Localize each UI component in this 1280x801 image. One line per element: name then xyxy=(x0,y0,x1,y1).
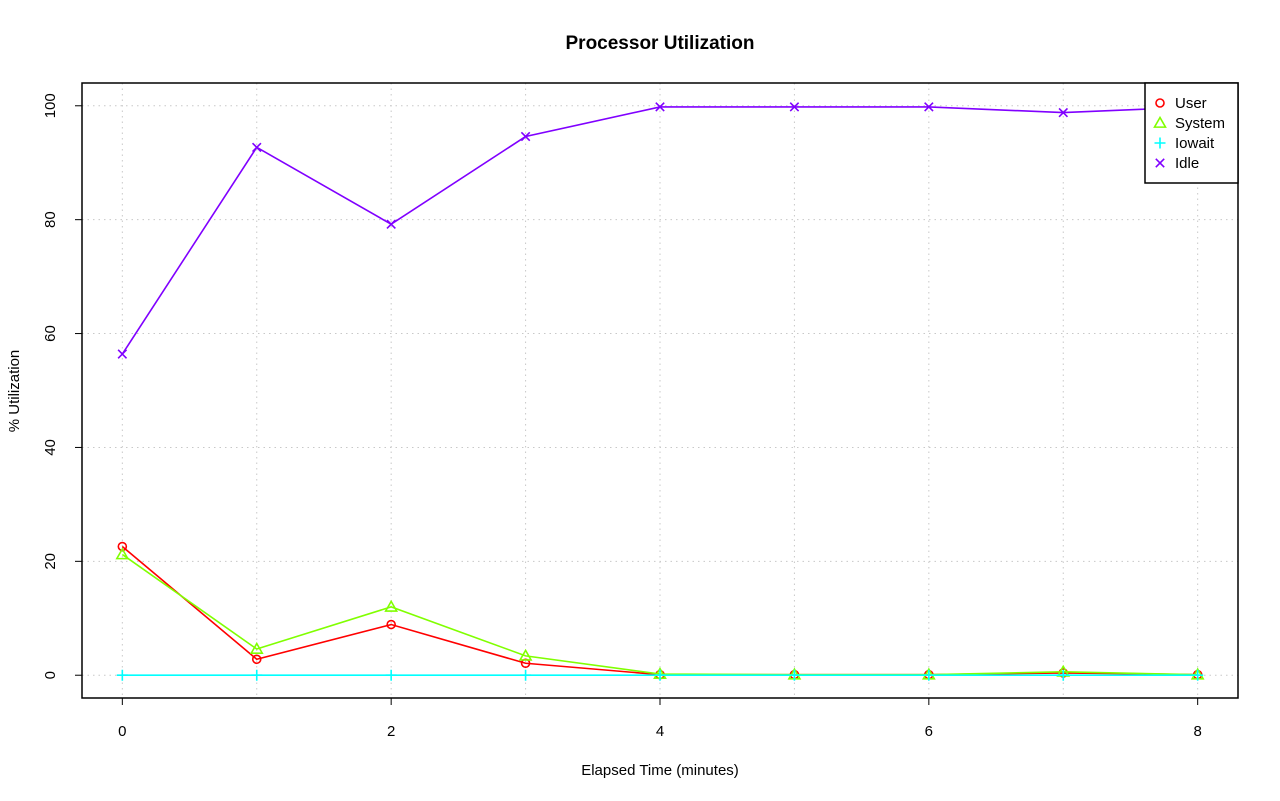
data-point-iowait xyxy=(116,669,128,681)
x-tick-label: 8 xyxy=(1194,723,1202,740)
x-tick-label: 2 xyxy=(387,723,395,740)
chart-title: Processor Utilization xyxy=(566,33,755,54)
y-tick-label: 60 xyxy=(42,325,59,342)
data-point-system xyxy=(384,599,399,612)
legend-label-user: User xyxy=(1175,95,1207,112)
grid xyxy=(82,83,1238,698)
legend-marker-idle xyxy=(1155,158,1165,168)
y-tick-label: 0 xyxy=(42,671,59,679)
data-point-iowait xyxy=(923,669,935,681)
legend-label-idle: Idle xyxy=(1175,155,1199,172)
series-iowait xyxy=(116,669,1204,681)
data-point-idle xyxy=(789,102,800,112)
x-tick-label: 6 xyxy=(925,723,933,740)
data-point-system xyxy=(518,648,533,661)
data-point-iowait xyxy=(1057,669,1069,681)
legend-label-iowait: Iowait xyxy=(1175,135,1215,152)
data-point-idle xyxy=(924,102,934,112)
data-point-idle xyxy=(117,349,128,359)
data-point-idle xyxy=(251,142,262,153)
data-point-iowait xyxy=(788,669,800,681)
y-tick-label: 80 xyxy=(42,211,59,228)
data-point-system xyxy=(249,641,264,654)
data-point-iowait xyxy=(654,669,666,681)
data-point-idle xyxy=(655,102,665,112)
x-tick-label: 4 xyxy=(656,723,664,740)
data-point-idle xyxy=(1058,107,1069,118)
plot-frame xyxy=(81,82,1239,699)
data-point-system xyxy=(115,547,130,560)
legend-marker-system xyxy=(1153,115,1167,128)
data-point-iowait xyxy=(251,669,263,681)
data-point-iowait xyxy=(385,669,397,681)
x-axis-label: Elapsed Time (minutes) xyxy=(581,762,739,779)
data-point-idle xyxy=(386,219,396,229)
y-tick-label: 20 xyxy=(42,553,59,570)
y-tick-label: 100 xyxy=(42,93,59,118)
legend-label-system: System xyxy=(1175,115,1225,132)
data-point-iowait xyxy=(520,669,532,681)
legend-marker-user xyxy=(1155,98,1165,108)
data-point-idle xyxy=(520,131,531,142)
data-point-user xyxy=(386,619,396,630)
series-group xyxy=(115,102,1205,681)
legend: User System Iowait Idle xyxy=(1144,82,1239,184)
data-point-iowait xyxy=(1192,669,1204,681)
y-tick-label: 40 xyxy=(42,439,59,456)
data-point-user xyxy=(251,654,262,665)
y-axis-label: % Utilization xyxy=(6,350,23,433)
series-idle xyxy=(117,102,1203,359)
legend-marker-iowait xyxy=(1154,137,1166,149)
x-tick-label: 0 xyxy=(118,723,126,740)
